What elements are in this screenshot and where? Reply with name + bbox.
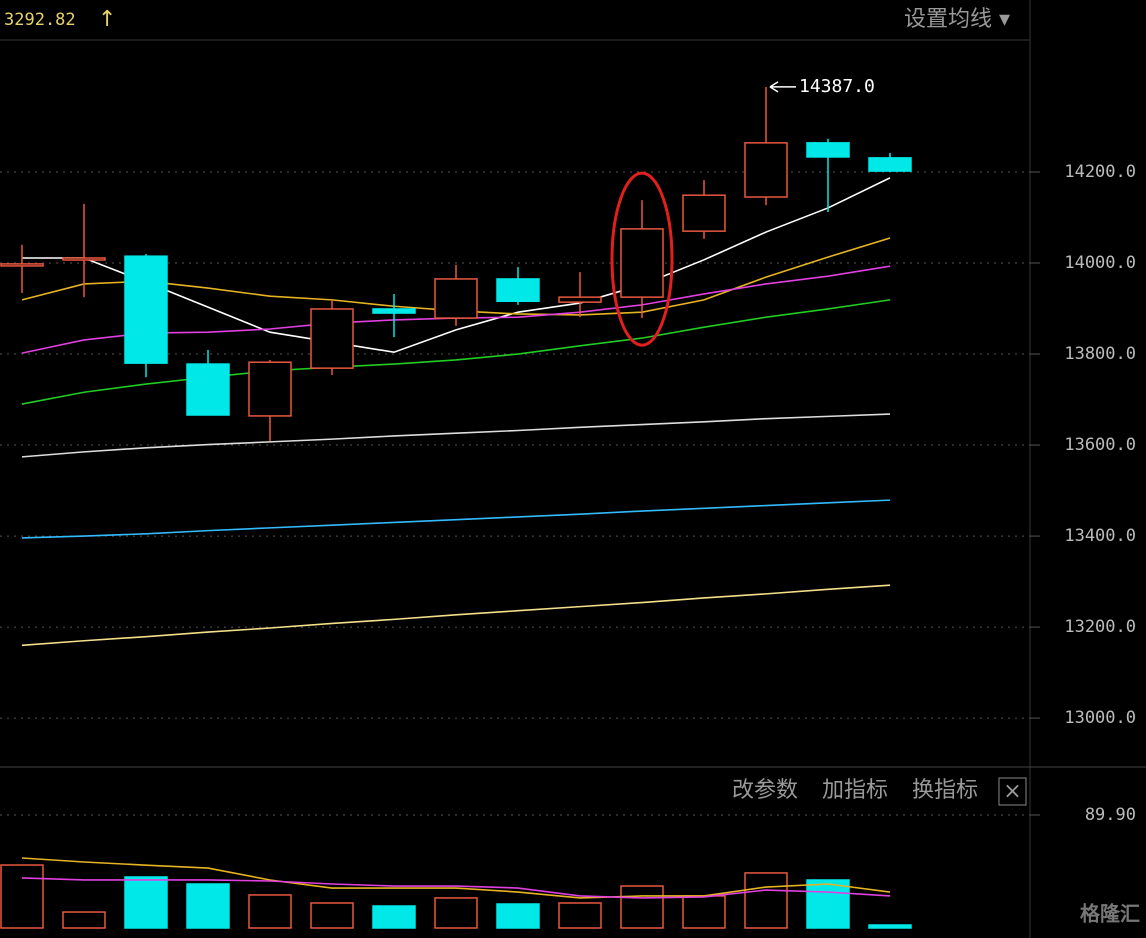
candle-body <box>372 308 416 314</box>
indicator-bar <box>0 864 44 929</box>
ma-line <box>21 877 891 899</box>
candle-body <box>682 194 726 232</box>
switch-indicator[interactable]: 换指标 <box>912 778 978 803</box>
index-arrow: ↑ <box>98 7 116 32</box>
candle-body <box>620 228 664 298</box>
indicator-bar <box>558 902 602 929</box>
y-tick-label: 89.90 <box>1085 805 1136 825</box>
indicator-bar <box>682 895 726 929</box>
ma-setting[interactable]: 设置均线 ▾ <box>904 7 1010 32</box>
index-value: 3292.82 <box>4 10 76 30</box>
y-tick-label: 14200.0 <box>1064 162 1136 182</box>
indicator-bar <box>806 879 850 929</box>
candle-body <box>806 142 850 158</box>
annotation-arrow <box>769 81 796 93</box>
indicator-bar <box>310 902 354 929</box>
annotation-label: 14387.0 <box>799 76 875 97</box>
candle-body <box>248 361 292 417</box>
candle-body <box>62 257 106 261</box>
ma-line <box>21 413 891 458</box>
edit-params[interactable]: 改参数 <box>732 778 798 803</box>
ma-line <box>21 299 891 405</box>
add-indicator[interactable]: 加指标 <box>822 778 888 803</box>
indicator-bar <box>372 905 416 929</box>
watermark: 格隆汇 <box>1080 902 1140 926</box>
highlight-ellipse <box>610 171 674 347</box>
candle-body <box>0 263 44 267</box>
indicator-bar <box>248 894 292 929</box>
candle-body <box>868 157 912 172</box>
ma-line <box>21 857 891 899</box>
ma-line <box>21 584 891 647</box>
candle-body <box>310 308 354 369</box>
y-tick-label: 13000.0 <box>1064 708 1136 728</box>
indicator-bar <box>124 876 168 929</box>
ma-line <box>21 499 891 539</box>
candle-body <box>496 278 540 302</box>
y-tick-label: 13400.0 <box>1064 526 1136 546</box>
indicator-bar <box>496 903 540 929</box>
indicator-bar <box>744 872 788 929</box>
y-tick-label: 13200.0 <box>1064 617 1136 637</box>
candle-body <box>186 363 230 416</box>
candle-body <box>558 296 602 303</box>
indicator-bar <box>434 897 478 929</box>
y-tick-label: 13600.0 <box>1064 435 1136 455</box>
indicator-bar <box>186 883 230 929</box>
candle-body <box>434 278 478 319</box>
candle-body <box>744 142 788 198</box>
candle-body <box>124 255 168 364</box>
y-tick-label: 14000.0 <box>1064 253 1136 273</box>
indicator-bar <box>868 924 912 929</box>
indicator-bar <box>62 911 106 929</box>
y-tick-label: 13800.0 <box>1064 344 1136 364</box>
close-box[interactable] <box>998 777 1027 806</box>
indicator-bar <box>620 885 664 929</box>
close-button[interactable]: × <box>1003 779 1021 804</box>
